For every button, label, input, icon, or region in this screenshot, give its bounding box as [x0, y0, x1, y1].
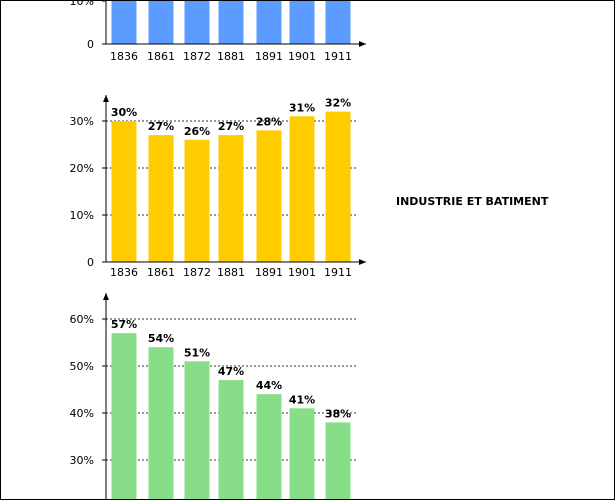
chart-1-y-tick-label: 0 [87, 38, 94, 51]
chart-2-data-label: 32% [325, 97, 351, 110]
chart-3-data-label: 54% [148, 332, 174, 345]
chart-1-x-tick-label: 1836 [110, 50, 138, 63]
chart-3-y-arrow [103, 293, 109, 300]
chart-2-x-tick-label: 1836 [110, 266, 138, 279]
chart-3-data-label: 38% [325, 407, 351, 420]
chart-2-y-tick-label: 20% [70, 162, 94, 175]
chart-3-bar-1911 [325, 422, 351, 499]
chart-3-bar-1891 [256, 394, 282, 499]
chart-2-bar-1861 [148, 135, 174, 262]
chart-2-y-tick-label: 10% [70, 209, 94, 222]
chart-1-x-arrow [359, 41, 366, 47]
chart-3-bar-1872 [184, 361, 210, 499]
chart-2-data-label: 31% [289, 101, 315, 114]
chart-1-x-tick-label: 1861 [147, 50, 175, 63]
chart-2-data-label: 27% [148, 120, 174, 133]
chart-2-x-tick-label: 1872 [183, 266, 211, 279]
chart-3-y-tick-label: 40% [70, 407, 94, 420]
chart-2-y-tick-label: 0 [87, 256, 94, 269]
chart-2-y-tick-label: 30% [70, 115, 94, 128]
chart-1-y-tick-label: 10% [70, 1, 94, 8]
chart-1-x-tick-label: 1911 [324, 50, 352, 63]
chart-3-bar-1861 [148, 347, 174, 499]
chart-2-bar-1872 [184, 139, 210, 262]
chart-1-bar-1911 [325, 1, 351, 44]
chart-2-bar-1891 [256, 130, 282, 262]
chart-2-bar-1836 [111, 121, 137, 262]
chart-2-x-tick-label: 1861 [147, 266, 175, 279]
chart-3-y-tick-label: 60% [70, 313, 94, 326]
chart-2-x-arrow [359, 259, 366, 265]
chart-1-bar-1861 [148, 1, 174, 44]
chart-3-data-label: 44% [256, 379, 282, 392]
chart-3-y-tick-label: 30% [70, 454, 94, 467]
chart-1-bar-1891 [256, 1, 282, 44]
chart-2-bar-1881 [218, 135, 244, 262]
chart-1-x-tick-label: 1891 [255, 50, 283, 63]
chart-3-bar-1836 [111, 333, 137, 499]
chart-2-data-label: 27% [218, 120, 244, 133]
chart-2-data-label: 26% [184, 125, 210, 138]
chart-1-bar-1901 [289, 1, 315, 44]
chart-2-x-tick-label: 1911 [324, 266, 352, 279]
chart-3-y-tick-label: 50% [70, 360, 94, 373]
chart-3-data-label: 57% [111, 318, 137, 331]
chart-3-data-label: 47% [218, 365, 244, 378]
chart-1-bar-1872 [184, 1, 210, 44]
chart-3-data-label: 41% [289, 393, 315, 406]
chart-1-x-tick-label: 1881 [217, 50, 245, 63]
chart-1-bar-1836 [111, 1, 137, 44]
chart-3-data-label: 51% [184, 346, 210, 359]
chart-3-bar-1881 [218, 380, 244, 499]
chart-2-x-tick-label: 1881 [217, 266, 245, 279]
chart-3-bar-1901 [289, 408, 315, 499]
chart-1-x-tick-label: 1872 [183, 50, 211, 63]
side-label: INDUSTRIE ET BATIMENT [396, 195, 549, 208]
chart-2-data-label: 30% [111, 106, 137, 119]
chart-2-bar-1901 [289, 116, 315, 262]
chart-2-x-tick-label: 1901 [288, 266, 316, 279]
chart-2-data-label: 28% [256, 115, 282, 128]
chart-2-x-tick-label: 1891 [255, 266, 283, 279]
chart-2-bar-1911 [325, 111, 351, 262]
chart-1-x-tick-label: 1901 [288, 50, 316, 63]
chart-2-y-arrow [103, 95, 109, 102]
chart-1-bar-1881 [218, 1, 244, 44]
